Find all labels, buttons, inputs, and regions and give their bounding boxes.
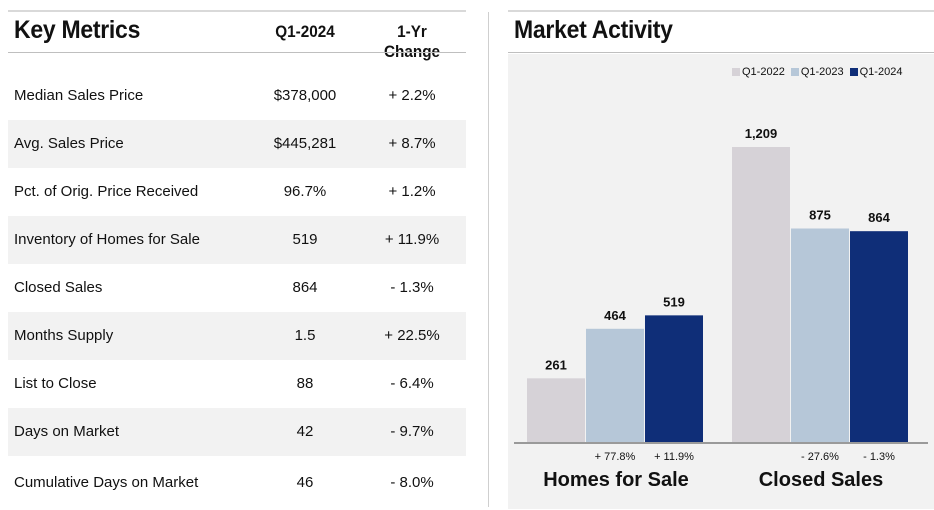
- bar: [791, 228, 849, 442]
- bar-value-label: 519: [663, 294, 685, 309]
- chart-legend: Q1-2022 Q1-2023 Q1-2024: [732, 66, 902, 78]
- metric-change: + 8.7%: [388, 135, 436, 152]
- metric-value: 46: [296, 474, 314, 491]
- metric-value: 1.5: [294, 327, 316, 344]
- chart-area: Q1-2022 Q1-2023 Q1-2024 261 464 519 + 77.8%…: [508, 54, 934, 509]
- metric-label: Closed Sales: [14, 279, 103, 296]
- table-row: List to Close 88 - 6.4%: [8, 360, 466, 408]
- bar-value-label: 875: [809, 207, 831, 222]
- bar: [850, 231, 908, 442]
- table-row: Avg. Sales Price $445,281 + 8.7%: [8, 120, 466, 168]
- legend-item: Q1-2023: [790, 66, 844, 78]
- metric-label: Avg. Sales Price: [14, 135, 124, 152]
- metric-value: 88: [296, 375, 314, 392]
- table-row: Inventory of Homes for Sale 519 + 11.9%: [8, 216, 466, 264]
- column-header-change: 1-Yr Change: [383, 22, 441, 61]
- column-header-quarter: Q1-2024: [275, 22, 335, 41]
- change-label: + 11.9%: [654, 451, 694, 463]
- metric-change: + 1.2%: [388, 183, 436, 200]
- metric-change: - 9.7%: [390, 423, 434, 440]
- key-metrics-panel: Key Metrics Q1-2024 1-Yr Change Median S…: [8, 10, 466, 505]
- bar: [732, 147, 790, 442]
- legend-item: Q1-2022: [732, 66, 785, 78]
- bar-value-label: 1,209: [745, 126, 778, 141]
- change-label: - 1.3%: [863, 451, 895, 463]
- metric-label: Inventory of Homes for Sale: [14, 231, 200, 248]
- metric-change: + 22.5%: [384, 327, 440, 344]
- metric-change: + 11.9%: [384, 231, 440, 248]
- metric-value: $378,000: [273, 87, 337, 104]
- legend-label: Q1-2022: [742, 66, 785, 78]
- header-rule: [508, 52, 934, 53]
- table-row: Median Sales Price $378,000 + 2.2%: [8, 72, 466, 120]
- top-rule: [508, 10, 934, 12]
- category-label: Closed Sales: [759, 469, 884, 491]
- top-rule: [8, 10, 466, 12]
- bar: [645, 315, 703, 442]
- legend-item: Q1-2024: [849, 66, 903, 78]
- metric-change: + 2.2%: [388, 87, 436, 104]
- bar-value-label: 261: [545, 357, 567, 372]
- legend-swatch: [790, 68, 799, 76]
- bar: [586, 328, 644, 442]
- metric-label: Cumulative Days on Market: [14, 474, 199, 491]
- metric-value: 42: [296, 423, 314, 440]
- panel-divider: [488, 12, 489, 507]
- legend-swatch: [732, 68, 740, 76]
- bar: [527, 378, 585, 442]
- bar-value-label: 464: [604, 308, 626, 323]
- metric-label: Months Supply: [14, 327, 114, 344]
- legend-swatch: [849, 68, 858, 76]
- market-activity-panel: Market Activity Q1-2022 Q1-2023 Q1-2024 …: [508, 10, 934, 509]
- category-label: Homes for Sale: [543, 469, 689, 491]
- table-row: Cumulative Days on Market 46 - 8.0%: [8, 456, 466, 510]
- metric-label: Days on Market: [14, 423, 120, 440]
- metric-label: List to Close: [14, 375, 97, 392]
- bar-value-label: 864: [868, 210, 890, 225]
- legend-label: Q1-2024: [859, 66, 903, 78]
- header-rule: [8, 52, 466, 53]
- legend-label: Q1-2023: [800, 66, 844, 78]
- table-row: Months Supply 1.5 + 22.5%: [8, 312, 466, 360]
- change-label: + 77.8%: [595, 451, 636, 463]
- metric-value: 519: [292, 231, 318, 248]
- metrics-table: Median Sales Price $378,000 + 2.2% Avg. …: [8, 72, 466, 510]
- metric-change: - 8.0%: [390, 474, 434, 491]
- metric-change: - 6.4%: [390, 375, 434, 392]
- metric-label: Median Sales Price: [14, 87, 144, 104]
- table-row: Days on Market 42 - 9.7%: [8, 408, 466, 456]
- metric-value: 96.7%: [283, 183, 327, 200]
- table-row: Closed Sales 864 - 1.3%: [8, 264, 466, 312]
- metric-label: Pct. of Orig. Price Received: [14, 183, 199, 200]
- bar-chart: 261 464 519 + 77.8% + 11.9% Homes for Sale 1,2…: [514, 126, 928, 491]
- metric-value: 864: [292, 279, 318, 296]
- market-activity-title: Market Activity: [514, 16, 673, 44]
- table-row: Pct. of Orig. Price Received 96.7% + 1.2…: [8, 168, 466, 216]
- key-metrics-title: Key Metrics: [14, 16, 141, 44]
- change-label: - 27.6%: [801, 451, 839, 463]
- metric-value: $445,281: [273, 135, 337, 152]
- metric-change: - 1.3%: [390, 279, 434, 296]
